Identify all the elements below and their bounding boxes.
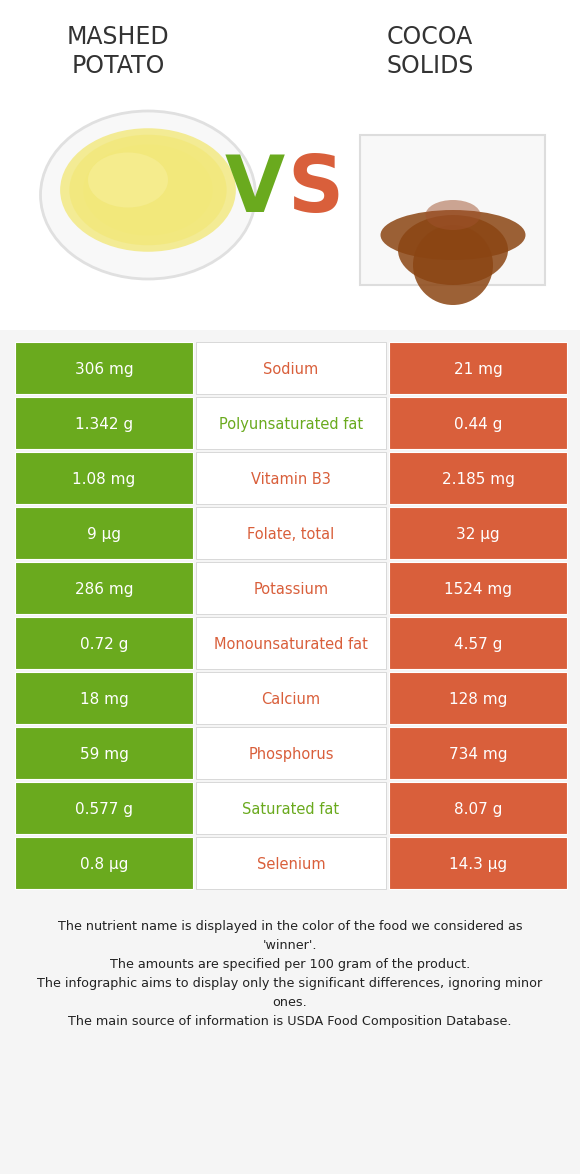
Bar [15,342,193,394]
Text: 8.07 g: 8.07 g [454,802,502,817]
Text: 286 mg: 286 mg [75,582,133,598]
Bar [389,837,567,889]
FancyBboxPatch shape [360,135,545,285]
Text: 9 μg: 9 μg [87,527,121,542]
Text: 1524 mg: 1524 mg [444,582,512,598]
Bar [15,618,193,669]
Text: Sodium: Sodium [263,362,318,377]
Ellipse shape [70,135,227,245]
Text: 4.57 g: 4.57 g [454,637,502,652]
Bar [389,562,567,614]
Text: 14.3 μg: 14.3 μg [449,857,507,872]
Bar [196,618,386,669]
Bar [0,0,580,330]
Text: 734 mg: 734 mg [449,747,508,762]
Bar [389,782,567,834]
Bar [15,507,193,559]
Ellipse shape [88,153,168,208]
Bar [389,342,567,394]
Bar [196,507,386,559]
Bar [15,782,193,834]
Text: 21 mg: 21 mg [454,362,502,377]
Bar [389,397,567,448]
Text: 0.44 g: 0.44 g [454,417,502,432]
Bar [196,397,386,448]
Bar [389,618,567,669]
Text: Selenium: Selenium [257,857,325,872]
Bar [389,727,567,780]
Bar [15,837,193,889]
Text: Phosphorus: Phosphorus [248,747,334,762]
Bar [196,562,386,614]
Bar [15,562,193,614]
Ellipse shape [426,200,480,230]
Text: Saturated fat: Saturated fat [242,802,339,817]
Text: The nutrient name is displayed in the color of the food we considered as
'winner: The nutrient name is displayed in the co… [37,920,543,1028]
Text: Monounsaturated fat: Monounsaturated fat [214,637,368,652]
Bar [196,727,386,780]
Bar [15,672,193,724]
Bar [196,672,386,724]
Bar [196,452,386,504]
Bar [15,727,193,780]
Ellipse shape [380,210,525,259]
Text: 2.185 mg: 2.185 mg [441,472,514,487]
Text: 32 μg: 32 μg [456,527,500,542]
Bar [15,452,193,504]
Bar [389,507,567,559]
Text: 0.8 μg: 0.8 μg [80,857,128,872]
Bar [196,837,386,889]
Bar [15,397,193,448]
Text: S: S [287,151,343,228]
Text: Calcium: Calcium [262,691,321,707]
Text: Vitamin B3: Vitamin B3 [251,472,331,487]
Bar [196,342,386,394]
Text: 0.72 g: 0.72 g [80,637,128,652]
Text: 59 mg: 59 mg [79,747,128,762]
Ellipse shape [413,225,493,305]
Text: COCOA
SOLIDS: COCOA SOLIDS [386,25,474,77]
Text: Folate, total: Folate, total [248,527,335,542]
Text: MASHED
POTATO: MASHED POTATO [67,25,169,77]
Ellipse shape [84,144,213,236]
Text: 306 mg: 306 mg [75,362,133,377]
Text: 1.08 mg: 1.08 mg [72,472,136,487]
Text: Polyunsaturated fat: Polyunsaturated fat [219,417,363,432]
Ellipse shape [41,112,256,279]
Text: Potassium: Potassium [253,582,328,598]
Ellipse shape [398,215,508,285]
Text: V: V [225,151,285,228]
Text: 0.577 g: 0.577 g [75,802,133,817]
Bar [196,782,386,834]
Bar [389,452,567,504]
Bar [389,672,567,724]
Text: 128 mg: 128 mg [449,691,507,707]
Ellipse shape [60,128,236,251]
Text: 1.342 g: 1.342 g [75,417,133,432]
Text: 18 mg: 18 mg [79,691,128,707]
